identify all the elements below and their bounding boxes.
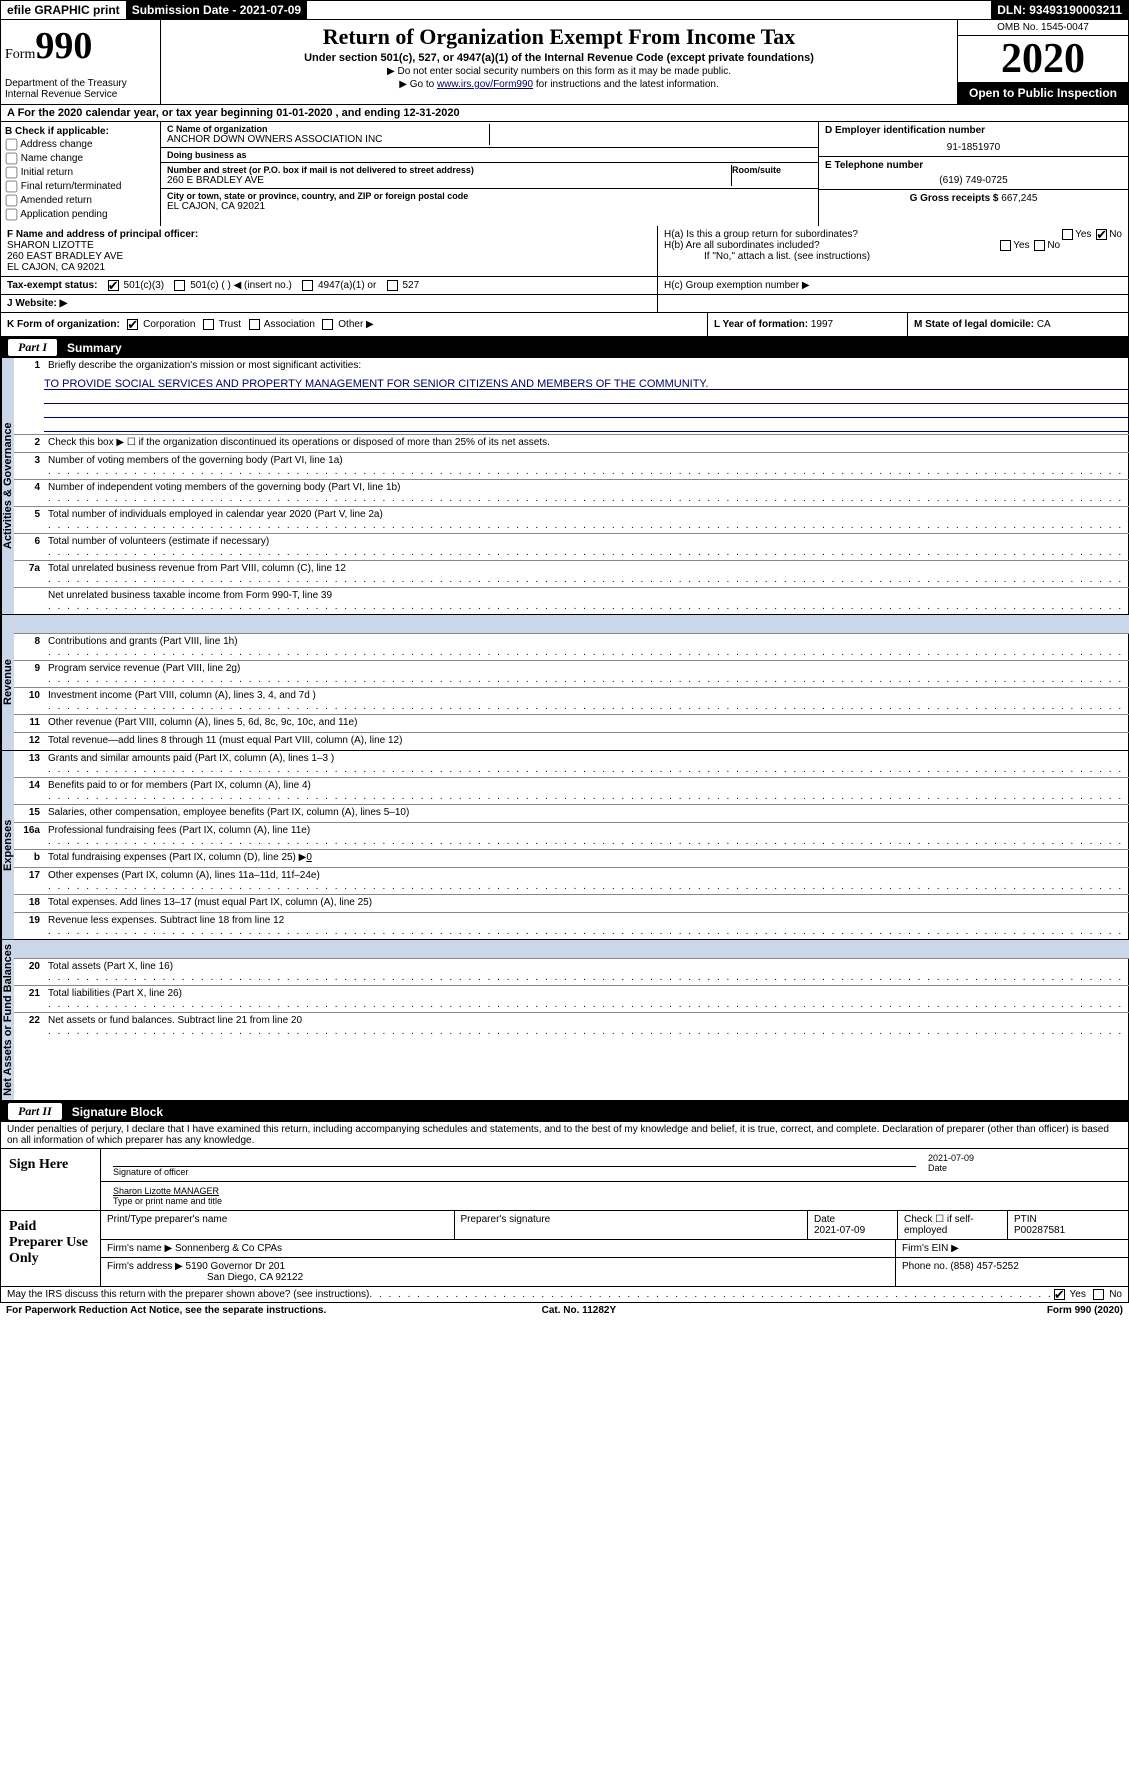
- part2-header: Part IISignature Block: [0, 1101, 1129, 1122]
- form-org-row: K Form of organization: Corporation Trus…: [1, 313, 708, 336]
- discuss-row: May the IRS discuss this return with the…: [0, 1287, 1129, 1303]
- row-a-taxyear: A For the 2020 calendar year, or tax yea…: [0, 105, 1129, 122]
- expenses-section: Expenses 13Grants and similar amounts pa…: [0, 751, 1129, 940]
- chk-amended[interactable]: Amended return: [5, 194, 156, 207]
- vtab-netassets: Net Assets or Fund Balances: [1, 940, 14, 1100]
- chk-trust[interactable]: [203, 319, 214, 330]
- tax-year: 2020: [958, 36, 1128, 82]
- omb-number: OMB No. 1545-0047: [958, 20, 1128, 36]
- sign-here-block: Sign Here Signature of officer2021-07-09…: [0, 1149, 1129, 1211]
- chk-discuss-no[interactable]: [1093, 1289, 1104, 1300]
- ssn-note: ▶ Do not enter social security numbers o…: [169, 66, 949, 77]
- open-public: Open to Public Inspection: [958, 82, 1128, 104]
- chk-name[interactable]: Name change: [5, 152, 156, 165]
- form-subtitle: Under section 501(c), 527, or 4947(a)(1)…: [169, 52, 949, 64]
- dba-cell: Doing business as: [161, 148, 818, 163]
- chk-initial[interactable]: Initial return: [5, 166, 156, 179]
- dept-treasury: Department of the Treasury Internal Reve…: [5, 78, 156, 100]
- city-state-zip: EL CAJON, CA 92021: [167, 201, 812, 212]
- part1-header: Part ISummary: [0, 337, 1129, 358]
- top-bar: efile GRAPHIC print Submission Date - 20…: [0, 0, 1129, 20]
- vtab-expenses: Expenses: [1, 751, 14, 939]
- room-cell: Room/suite: [732, 165, 812, 186]
- perjury-declaration: Under penalties of perjury, I declare th…: [0, 1122, 1129, 1149]
- tax-exempt-row: Tax-exempt status: 501(c)(3) 501(c) ( ) …: [1, 277, 658, 294]
- org-name: ANCHOR DOWN OWNERS ASSOCIATION INC: [167, 134, 489, 145]
- chk-discuss-yes[interactable]: [1054, 1289, 1065, 1300]
- vtab-governance: Activities & Governance: [1, 358, 14, 614]
- phone: (619) 749-0725: [825, 171, 1122, 186]
- vtab-revenue: Revenue: [1, 615, 14, 750]
- form-number: Form990: [5, 24, 156, 68]
- year-formation: L Year of formation: 1997: [708, 313, 908, 336]
- footer-row: For Paperwork Reduction Act Notice, see …: [0, 1303, 1129, 1318]
- col-b-checkboxes: B Check if applicable: Address change Na…: [1, 122, 161, 226]
- street-address: 260 E BRADLEY AVE: [167, 175, 731, 186]
- gross-receipts: 667,245: [1001, 193, 1037, 204]
- dln: DLN: 93493190003211: [991, 1, 1128, 19]
- ein-cell: D Employer identification number 91-1851…: [819, 122, 1128, 157]
- gross-cell: G Gross receipts $ 667,245: [819, 190, 1128, 207]
- chk-final[interactable]: Final return/terminated: [5, 180, 156, 193]
- chk-address[interactable]: Address change: [5, 138, 156, 151]
- irs-link[interactable]: www.irs.gov/Form990: [437, 79, 533, 90]
- group-return-block: H(a) Is this a group return for subordin…: [658, 226, 1128, 276]
- state-domicile: M State of legal domicile: CA: [908, 313, 1128, 336]
- submission-date: Submission Date - 2021-07-09: [126, 1, 307, 19]
- chk-4947[interactable]: [302, 280, 313, 291]
- chk-corp[interactable]: [127, 319, 138, 330]
- form-header: Form990 Department of the Treasury Inter…: [0, 20, 1129, 105]
- city-cell: City or town, state or province, country…: [161, 189, 818, 214]
- goto-note: ▶ Go to www.irs.gov/Form990 for instruct…: [169, 79, 949, 90]
- chk-pending[interactable]: Application pending: [5, 208, 156, 221]
- website-row: J Website: ▶: [1, 295, 658, 312]
- chk-501c3[interactable]: [108, 280, 119, 291]
- chk-assoc[interactable]: [249, 319, 260, 330]
- org-name-cell: C Name of organization ANCHOR DOWN OWNER…: [167, 124, 490, 145]
- officer-block: F Name and address of principal officer:…: [7, 229, 651, 273]
- addr-cell: Number and street (or P.O. box if mail i…: [167, 165, 732, 186]
- efile-label[interactable]: efile GRAPHIC print: [1, 1, 126, 19]
- chk-527[interactable]: [387, 280, 398, 291]
- governance-section: Activities & Governance 1Briefly describ…: [0, 358, 1129, 615]
- chk-501c[interactable]: [174, 280, 185, 291]
- ein: 91-1851970: [825, 136, 1122, 153]
- mission-text: TO PROVIDE SOCIAL SERVICES AND PROPERTY …: [44, 378, 1129, 390]
- paid-preparer-block: Paid Preparer Use Only Print/Type prepar…: [0, 1211, 1129, 1287]
- phone-cell: E Telephone number (619) 749-0725: [819, 157, 1128, 190]
- revenue-section: Revenue Prior YearCurrent Year 8Contribu…: [0, 615, 1129, 751]
- main-info-block: B Check if applicable: Address change Na…: [0, 122, 1129, 226]
- group-exemption: H(c) Group exemption number ▶: [658, 277, 1128, 294]
- chk-other[interactable]: [322, 319, 333, 330]
- form-title: Return of Organization Exempt From Incom…: [169, 24, 949, 50]
- netassets-section: Net Assets or Fund Balances Beginning of…: [0, 940, 1129, 1101]
